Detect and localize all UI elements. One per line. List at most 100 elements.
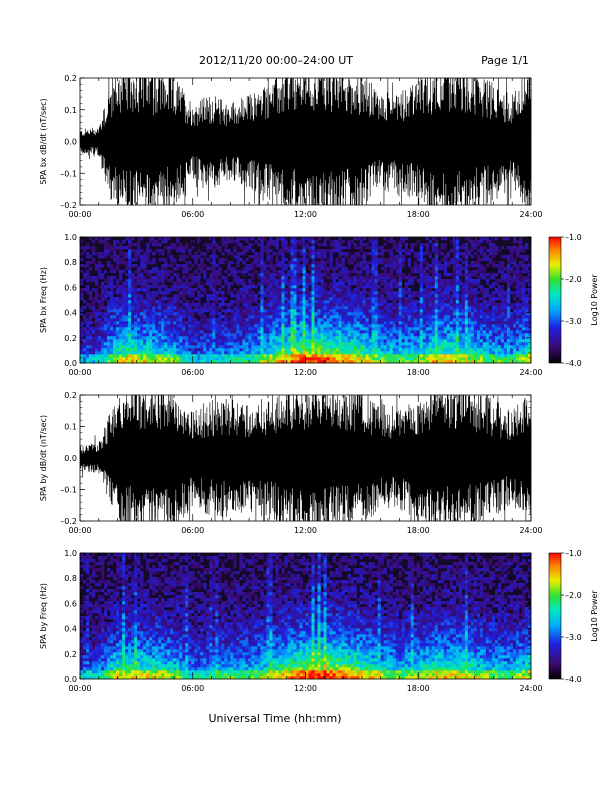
spectrogram-cell	[266, 318, 270, 322]
spectrogram-cell	[449, 249, 454, 253]
spectrogram-cell	[422, 282, 427, 286]
spectrogram-cell	[398, 258, 403, 262]
spectrogram-cell	[344, 312, 348, 316]
spectrogram-cell	[104, 279, 108, 283]
spectrogram-cell	[191, 288, 195, 292]
spectrogram-cell	[209, 303, 213, 307]
spectrogram-cell	[92, 315, 96, 319]
spectrogram-cell	[383, 270, 387, 274]
spectrogram-cell	[92, 351, 96, 355]
spectrogram-cell	[224, 360, 228, 364]
spectrogram-cell	[362, 360, 366, 364]
spectrogram-cell	[245, 297, 249, 301]
spectrogram-cell	[446, 309, 451, 313]
spectrogram-cell	[176, 240, 180, 244]
spectrogram-cell	[305, 351, 309, 355]
spectrogram-cell	[455, 252, 460, 256]
spectrogram-cell	[308, 267, 312, 271]
spectrogram-cell	[314, 297, 318, 301]
spectrogram-cell	[254, 264, 258, 268]
spectrogram-cell	[497, 345, 502, 349]
spectrogram-cell	[296, 360, 300, 364]
spectrogram-cell	[404, 345, 409, 349]
spectrogram-cell	[293, 255, 297, 259]
spectrogram-cell	[206, 306, 210, 310]
spectrogram-cell	[341, 291, 345, 295]
spectrogram-cell	[464, 306, 469, 310]
spectrogram-cell	[167, 255, 171, 259]
spectrogram-cell	[239, 330, 243, 334]
spectrogram-cell	[281, 324, 285, 328]
spectrogram-cell	[260, 249, 264, 253]
spectrogram-cell	[323, 324, 327, 328]
spectrogram-cell	[107, 306, 111, 310]
spectrogram-cell	[272, 279, 276, 283]
spectrogram-cell	[398, 309, 403, 313]
spectrogram-cell	[194, 354, 198, 358]
spectrogram-cell	[224, 327, 228, 331]
spectrogram-cell	[317, 276, 321, 280]
spectrogram-cell	[197, 294, 201, 298]
spectrogram-cell	[278, 297, 282, 301]
spectrogram-cell	[485, 258, 490, 262]
spectrogram-cell	[221, 237, 225, 241]
spectrogram-cell	[467, 333, 472, 337]
spectrogram-cell	[119, 288, 123, 292]
spectrogram-cell	[383, 339, 387, 343]
spectrogram-cell	[476, 285, 481, 289]
spectrogram-cell	[314, 324, 318, 328]
spectrogram-cell	[242, 300, 246, 304]
spectrogram-cell	[155, 348, 159, 352]
spectrogram-cell	[248, 273, 252, 277]
spectrogram-cell	[116, 333, 120, 337]
spectrogram-cell	[104, 354, 108, 358]
spectrogram-cell	[89, 276, 93, 280]
spectrogram-cell	[308, 336, 312, 340]
spectrogram-cell	[224, 303, 228, 307]
spectrogram-cell	[281, 261, 285, 265]
spectrogram-cell	[107, 312, 111, 316]
spectrogram-cell	[419, 306, 424, 310]
spectrogram-cell	[314, 360, 318, 364]
spectrogram-cell	[110, 282, 114, 286]
spectrogram-cell	[404, 282, 409, 286]
spectrogram-cell	[107, 351, 111, 355]
spectrogram-cell	[275, 297, 279, 301]
spectrogram-cell	[86, 261, 90, 265]
spectrogram-cell	[203, 288, 207, 292]
spectrogram-cell	[422, 252, 427, 256]
spectrogram-cell	[431, 357, 436, 361]
spectrogram-cell	[206, 342, 210, 346]
spectrogram-cell	[389, 330, 393, 334]
spectrogram-cell	[200, 354, 204, 358]
spectrogram-cell	[431, 333, 436, 337]
spectrogram-cell	[344, 288, 348, 292]
spectrogram-cell	[494, 306, 499, 310]
spectrogram-cell	[134, 357, 138, 361]
spectrogram-cell	[323, 288, 327, 292]
spectrogram-cell	[317, 294, 321, 298]
spectrogram-cell	[188, 324, 192, 328]
spectrogram-cell	[431, 318, 436, 322]
spectrogram-cell	[350, 297, 354, 301]
spectrogram-cell	[341, 300, 345, 304]
spectrogram-cell	[365, 333, 369, 337]
spectrogram-cell	[209, 360, 213, 364]
spectrogram-cell	[413, 324, 418, 328]
spectrogram-cell	[125, 297, 129, 301]
spectrogram-cell	[83, 273, 87, 277]
spectrogram-cell	[239, 309, 243, 313]
spectrogram-cell	[407, 258, 412, 262]
spectrogram-cell	[449, 342, 454, 346]
spectrogram-cell	[104, 315, 108, 319]
spectrogram-cell	[119, 276, 123, 280]
spectrogram-cell	[251, 333, 255, 337]
spectrogram-cell	[380, 252, 384, 256]
spectrogram-cell	[287, 333, 291, 337]
spectrogram-cell	[245, 303, 249, 307]
spectrogram-cell	[164, 240, 168, 244]
spectrogram-cell	[476, 264, 481, 268]
spectrogram-cell	[404, 288, 409, 292]
spectrogram-cell	[458, 339, 463, 343]
spectrogram-cell	[455, 261, 460, 265]
